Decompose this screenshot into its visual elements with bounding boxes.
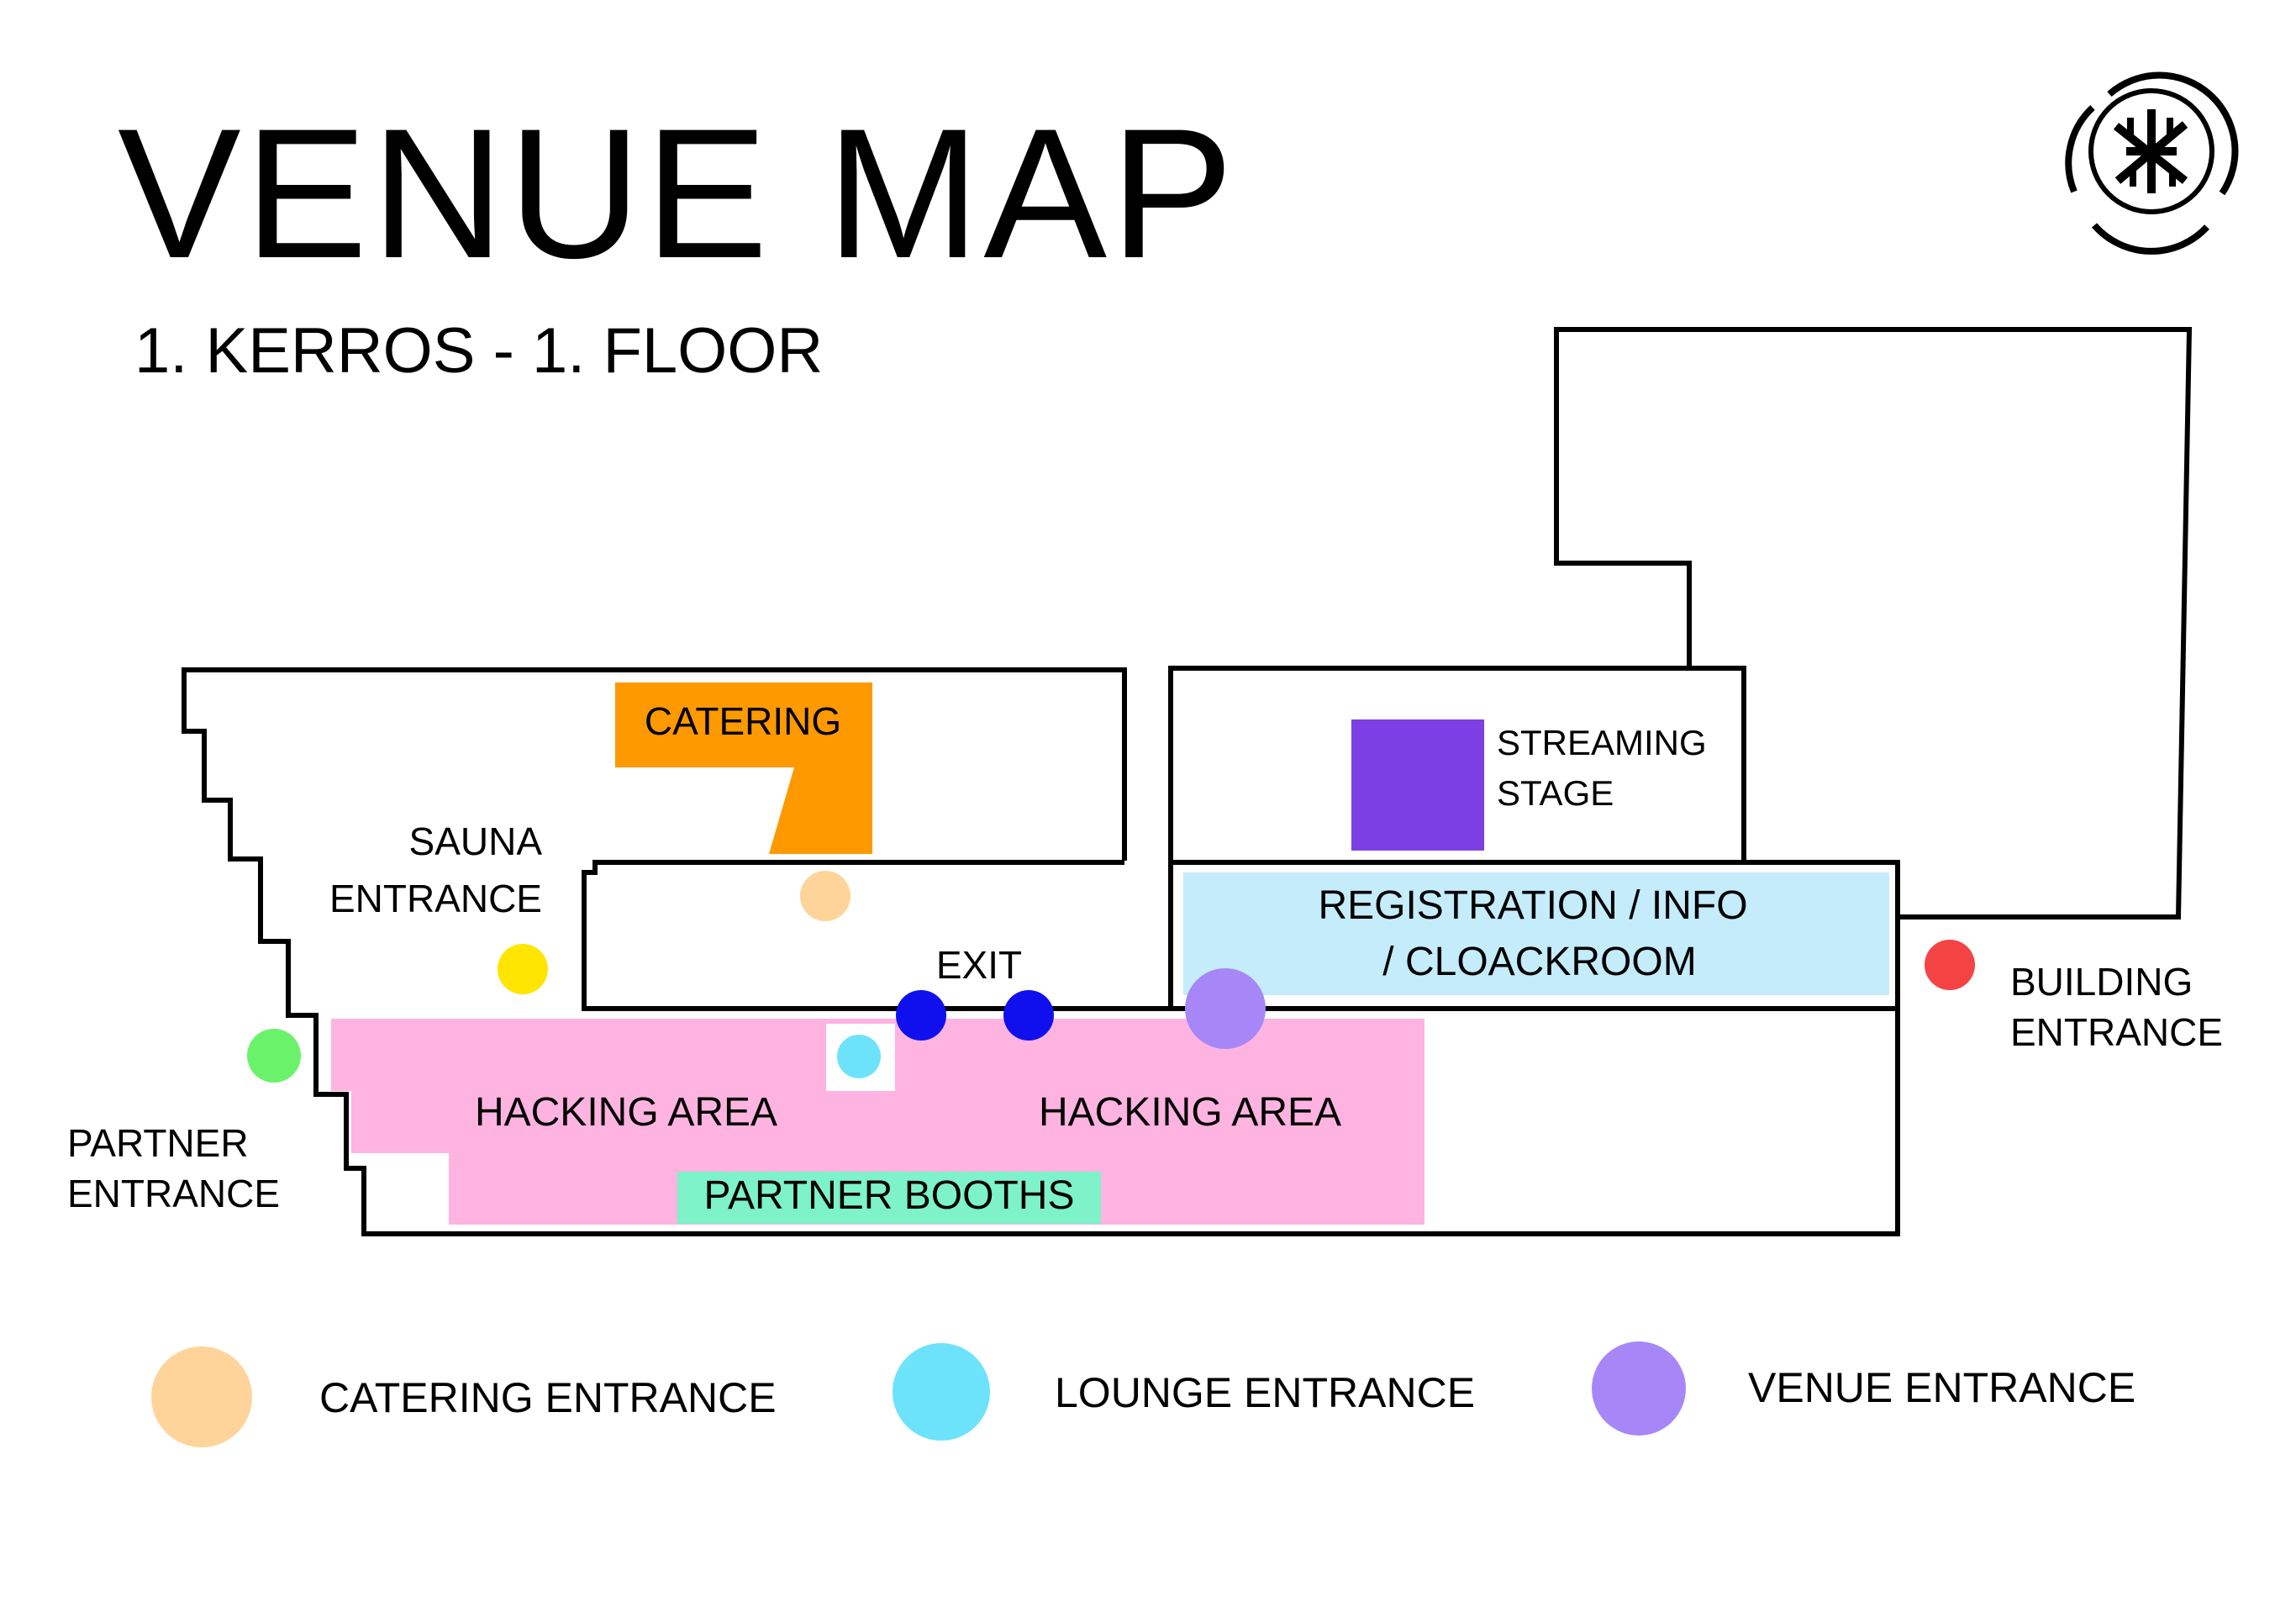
legend-label-venue-entrance: VENUE ENTRANCE: [1748, 1364, 2135, 1411]
legend-label-catering-entrance: CATERING ENTRANCE: [319, 1374, 777, 1421]
catering-label: CATERING: [645, 699, 841, 743]
partner-entrance-marker: [247, 1029, 301, 1083]
floor-subtitle: 1. KERROS - 1. FLOOR: [134, 315, 824, 387]
registration-zone: [1183, 872, 1889, 995]
partner-booths-label: PARTNER BOOTHS: [704, 1173, 1075, 1218]
building-entrance-label-line2: ENTRANCE: [2010, 1010, 2223, 1054]
legend-swatch-catering-entrance: [151, 1346, 252, 1447]
sauna-entrance-label-line1: SAUNA: [409, 819, 543, 863]
page-title: VENUE MAP: [118, 90, 1237, 297]
hacking-area-right-label: HACKING AREA: [1039, 1090, 1341, 1135]
building-entrance-label-line1: BUILDING: [2010, 960, 2193, 1004]
lounge-entrance-marker: [837, 1035, 881, 1078]
hacking-area-left-label: HACKING AREA: [475, 1090, 777, 1135]
streaming-stage-label-line1: STREAMING: [1497, 723, 1707, 762]
legend-swatch-venue-entrance: [1592, 1341, 1686, 1436]
exit-label: EXIT: [936, 943, 1022, 987]
building-entrance-marker: [1925, 940, 1975, 990]
partner-booths-zone: [677, 1172, 1101, 1224]
sauna-entrance-label-line2: ENTRANCE: [329, 877, 542, 920]
catering-entrance-marker: [800, 871, 850, 921]
registration-label-line2: / CLOACKROOM: [1382, 940, 1696, 984]
exit-marker-1: [896, 990, 946, 1041]
streaming-stage-label-line2: STAGE: [1497, 773, 1614, 813]
partner-entrance-label-line1: PARTNER: [67, 1121, 249, 1165]
legend-swatch-lounge-entrance: [893, 1343, 990, 1441]
streaming-stage-zone: [1351, 719, 1484, 851]
legend: CATERING ENTRANCE LOUNGE ENTRANCE VENUE …: [151, 1341, 2135, 1447]
event-logo-icon: [2065, 71, 2239, 255]
catering-zone: [615, 682, 872, 854]
exit-marker-2: [1003, 990, 1054, 1041]
sauna-entrance-marker: [498, 944, 548, 994]
registration-label-line1: REGISTRATION / INFO: [1318, 883, 1747, 928]
legend-label-lounge-entrance: LOUNGE ENTRANCE: [1055, 1369, 1475, 1416]
hacking-area-zone: [331, 1019, 1424, 1225]
building-walls: [182, 327, 2193, 1236]
venue-entrance-marker: [1185, 968, 1266, 1049]
partner-entrance-label-line2: ENTRANCE: [67, 1172, 280, 1215]
